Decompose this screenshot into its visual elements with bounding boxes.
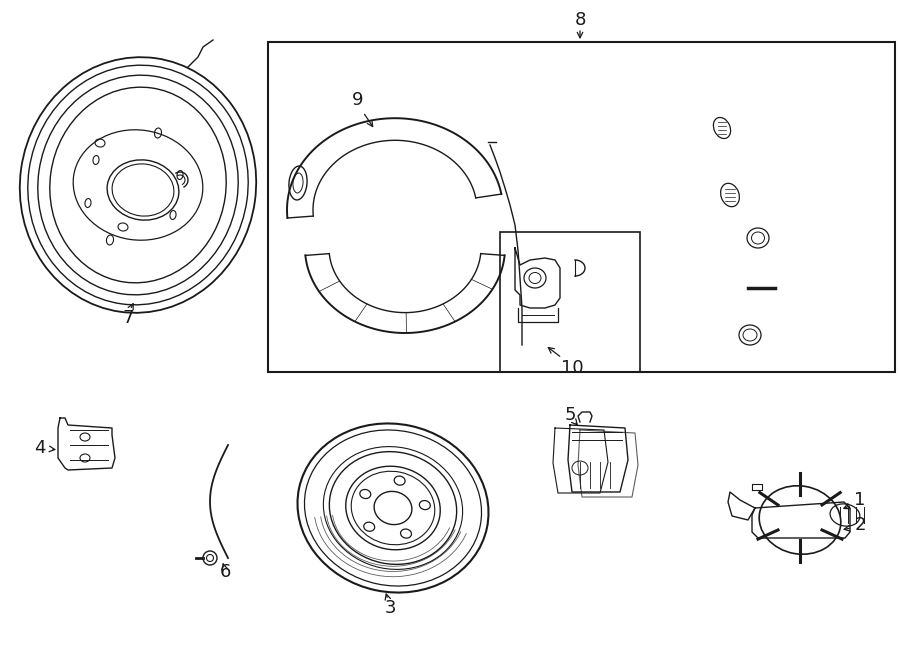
Text: 4: 4: [34, 439, 46, 457]
Bar: [500, 232, 640, 372]
Text: 2: 2: [854, 516, 866, 534]
Text: 7: 7: [122, 309, 134, 327]
Text: 9: 9: [352, 91, 364, 109]
Text: 6: 6: [220, 563, 230, 581]
Text: 8: 8: [574, 11, 586, 29]
Text: 5: 5: [564, 406, 576, 424]
Text: 3: 3: [384, 599, 396, 617]
Text: 10: 10: [561, 359, 583, 377]
Text: 1: 1: [854, 491, 866, 509]
Bar: [268, 42, 895, 372]
